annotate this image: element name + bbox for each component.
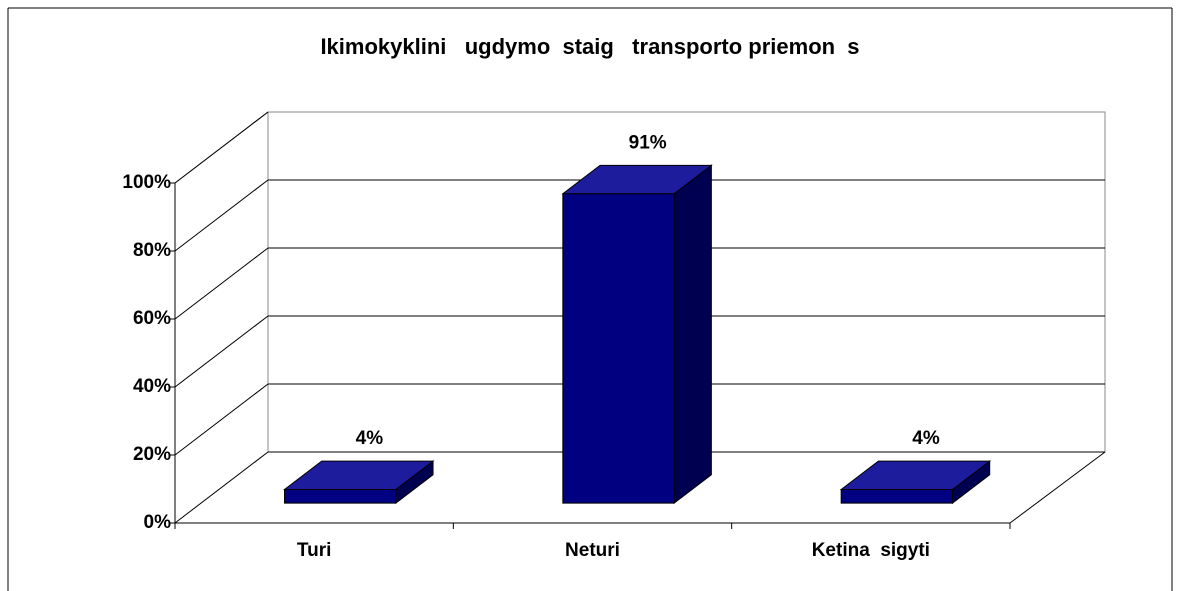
y-tick-label: 80% <box>133 240 171 261</box>
grid-line <box>174 451 269 524</box>
y-tick-label: 20% <box>133 444 171 465</box>
data-label: 4% <box>912 428 940 449</box>
y-tick-label: 100% <box>122 172 171 193</box>
floor-edge <box>1009 451 1106 524</box>
y-tick-label: 60% <box>133 308 171 329</box>
y-tick-label: 40% <box>133 376 171 397</box>
data-label: 91% <box>629 132 667 153</box>
bar-side <box>673 164 712 505</box>
x-tick-label: Neturi <box>565 540 620 561</box>
x-tick-label: Turi <box>297 540 331 561</box>
grid-line <box>174 111 269 184</box>
bar <box>840 489 953 504</box>
data-label: 4% <box>356 428 384 449</box>
x-tick-label: Ketina sigyti <box>812 540 930 561</box>
grid-line <box>174 247 269 320</box>
grid-line <box>174 315 269 388</box>
grid-line <box>174 179 269 252</box>
bar <box>284 489 397 504</box>
chart-title: Ikimokyklini ugdymo staig transporto pri… <box>320 34 859 59</box>
y-tick-label: 0% <box>144 512 172 533</box>
grid-line <box>174 383 269 456</box>
bar <box>562 193 675 504</box>
